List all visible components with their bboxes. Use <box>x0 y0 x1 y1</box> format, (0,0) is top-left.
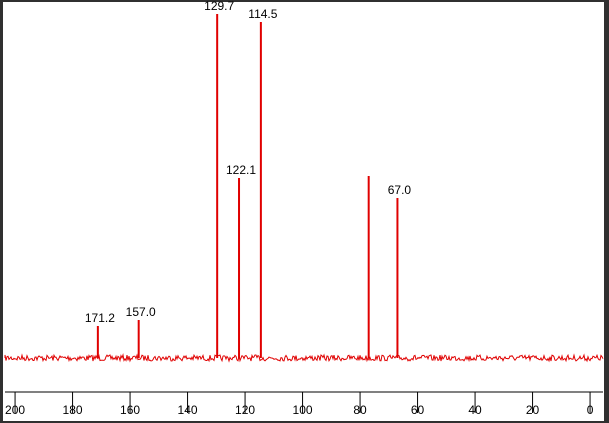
peak-label: 67.0 <box>388 183 412 197</box>
peak-label: 122.1 <box>226 163 256 177</box>
plot-background <box>3 2 604 421</box>
noise-baseline <box>4 353 604 363</box>
peak-label: 157.0 <box>126 305 156 319</box>
peak-label: 171.2 <box>85 311 115 325</box>
peak-label: 129.7 <box>204 0 234 13</box>
peak-label: 114.5 <box>248 7 277 21</box>
